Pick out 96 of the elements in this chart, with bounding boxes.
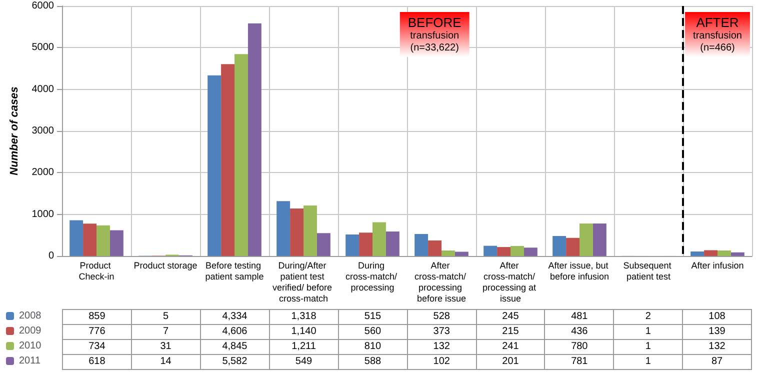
data-label: 618 — [62, 354, 132, 370]
data-label: 780 — [544, 340, 614, 354]
bar — [304, 206, 317, 256]
data-label: 781 — [544, 354, 614, 370]
bar — [83, 224, 96, 256]
x-tick-label: During/After patient test verified/ before cross-match — [272, 260, 335, 304]
x-tick-label: Product storage — [134, 260, 198, 270]
x-tick-label: After cross-match/ processing before issue — [414, 260, 469, 304]
data-label: 132 — [407, 340, 476, 354]
x-tick-label: Product Check-in — [78, 260, 114, 282]
x-tick-label: Before testing patient sample — [205, 260, 264, 282]
legend-label: 2009 — [19, 326, 42, 336]
data-label: 373 — [407, 324, 476, 340]
y-tick-label: 4000 — [32, 84, 54, 95]
data-label: 4,334 — [200, 310, 270, 324]
bar — [316, 233, 330, 256]
data-label: 1,140 — [269, 324, 338, 340]
data-label: 139 — [682, 324, 752, 340]
data-label: 5 — [131, 310, 200, 324]
legend-label: 2010 — [19, 340, 42, 352]
bar — [442, 250, 455, 256]
y-tick-label: 6000 — [32, 0, 54, 12]
data-label: 436 — [544, 324, 614, 340]
y-tick-label: 3000 — [32, 126, 54, 136]
data-label: 241 — [476, 340, 545, 354]
legend-label: 2008 — [19, 310, 42, 322]
data-label: 1 — [614, 324, 683, 340]
bar — [248, 23, 262, 256]
y-tick-label: 0 — [48, 250, 54, 262]
data-label: 2 — [614, 310, 683, 324]
x-tick-label: After cross-match/ processing at issue — [482, 260, 539, 304]
y-tick-label: 1000 — [32, 208, 54, 220]
data-label: 1,211 — [269, 340, 338, 354]
bar — [704, 250, 718, 256]
data-label: 1,318 — [269, 310, 338, 324]
data-label: 31 — [131, 340, 200, 354]
bar — [276, 201, 290, 256]
bar — [690, 252, 704, 256]
data-label: 4,606 — [200, 324, 270, 340]
bar — [552, 236, 566, 256]
bar — [386, 232, 400, 256]
data-label: 87 — [682, 354, 752, 370]
bar — [414, 234, 428, 256]
data-label: 560 — [338, 324, 408, 340]
x-tick-label: During cross-match/ processing — [345, 260, 400, 292]
bar — [110, 230, 124, 256]
data-label: 481 — [544, 310, 614, 324]
y-tick-label: 5000 — [32, 42, 54, 54]
data-label: 810 — [338, 340, 408, 354]
data-label: 245 — [476, 310, 545, 324]
bar — [221, 64, 234, 256]
annotation: AFTER transfusion (n=466) — [693, 15, 742, 54]
x-tick-label: Subsequent patient test — [623, 260, 674, 282]
bar — [730, 252, 744, 256]
data-label: 734 — [62, 340, 132, 354]
y-tick-label: 2000 — [32, 167, 54, 178]
data-label: 4,845 — [200, 340, 270, 354]
bar — [592, 223, 606, 256]
bar — [234, 54, 248, 256]
bar — [359, 232, 372, 256]
data-label: 1 — [614, 340, 683, 354]
data-label: 588 — [338, 354, 408, 370]
legend-label: 2011 — [19, 356, 41, 366]
bar — [510, 246, 524, 256]
y-axis-title: Number of cases — [8, 86, 20, 176]
annotation: BEFORE transfusion (n=33,622) — [408, 15, 462, 54]
data-label: 7 — [131, 324, 200, 340]
bar — [96, 225, 110, 256]
data-label: 132 — [682, 340, 752, 354]
data-label: 108 — [682, 310, 752, 324]
data-label: 14 — [131, 354, 200, 370]
data-label: 102 — [407, 354, 476, 370]
data-label: 5,582 — [200, 354, 270, 370]
bar — [372, 222, 386, 256]
data-label: 776 — [62, 324, 132, 340]
bar — [346, 234, 360, 256]
bar — [454, 252, 468, 256]
data-label: 549 — [269, 354, 338, 370]
data-label: 515 — [338, 310, 408, 324]
bar — [580, 224, 593, 256]
bar — [718, 250, 731, 256]
data-label: 859 — [62, 310, 132, 324]
x-tick-label: After issue, but before infusion — [548, 260, 611, 282]
bar — [208, 75, 222, 256]
data-label: 1 — [614, 354, 683, 370]
bar — [290, 208, 304, 256]
x-tick-label: After infusion — [691, 260, 744, 270]
bar — [484, 246, 498, 256]
bar — [70, 220, 84, 256]
data-label: 201 — [476, 354, 545, 370]
data-label: 215 — [476, 324, 545, 340]
bar — [428, 240, 442, 256]
data-label: 528 — [407, 310, 476, 324]
bar — [524, 248, 538, 256]
bar — [566, 238, 580, 256]
bar — [497, 247, 510, 256]
